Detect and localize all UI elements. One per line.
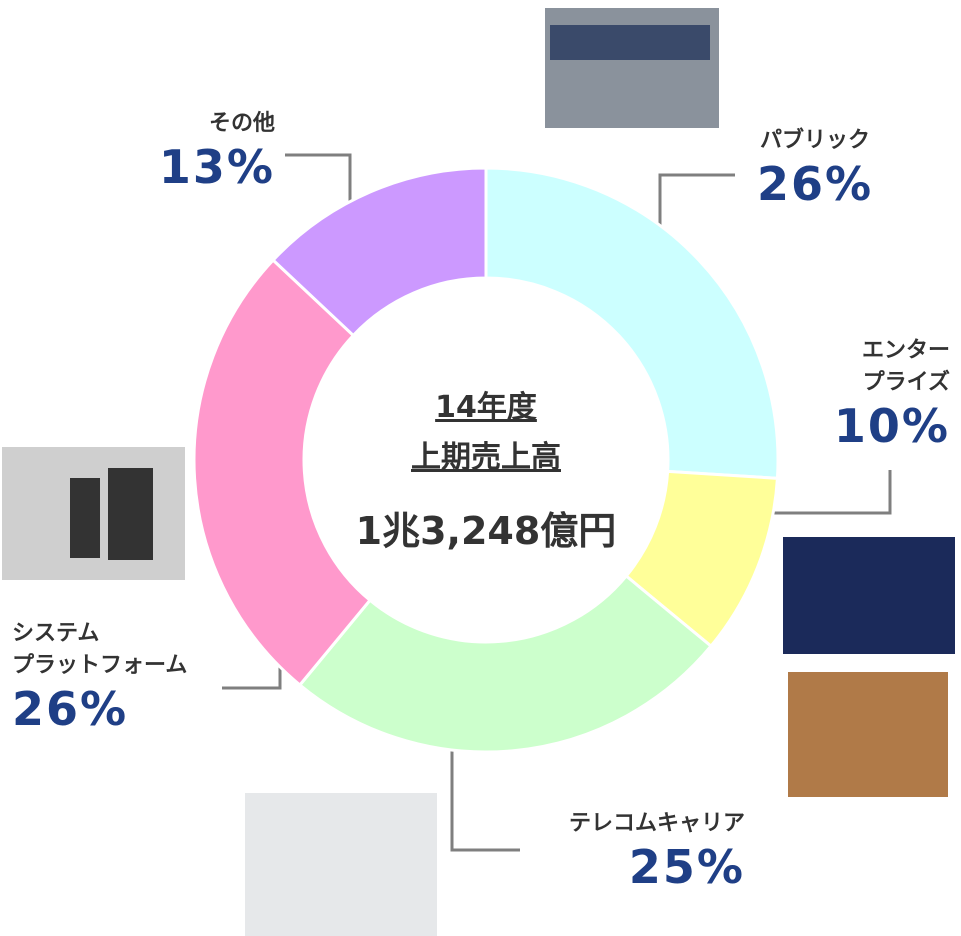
center-subtitle: 上期売上高 (411, 440, 561, 475)
donut-segment (484, 166, 780, 480)
center-value: 1兆3,248億円 (355, 509, 617, 553)
leader-line (450, 720, 520, 852)
category-label: パブリック (759, 128, 870, 153)
donut-segment (192, 257, 373, 688)
value-label: 25% (628, 840, 745, 894)
category-label: テレコムキャリア (568, 811, 745, 836)
segment-label: その他 13% (130, 108, 275, 194)
segment-label: システム プラットフォーム 26% (12, 618, 252, 736)
photo-detail (70, 478, 100, 558)
donut-segment (271, 166, 488, 338)
photo-detail (550, 25, 710, 60)
photo-warehouse (788, 672, 948, 797)
value-label: 13% (158, 140, 275, 194)
photos (2, 8, 955, 936)
category-label: その他 (208, 111, 275, 136)
value-label: 26% (756, 157, 874, 211)
value-label: 10% (833, 399, 950, 453)
photo-meeting (245, 793, 437, 936)
donut (192, 166, 780, 754)
donut-segment (297, 573, 714, 754)
leader-line (718, 470, 892, 515)
value-label: 26% (12, 682, 129, 736)
category-label: システム プラットフォーム (12, 621, 188, 678)
segment-label: パブリック 26% (740, 125, 890, 211)
photo-detail (108, 468, 153, 560)
category-label: エンター プライズ (861, 338, 950, 395)
center-title: 14年度 (435, 390, 537, 425)
segment-label: テレコムキャリア 25% (520, 808, 745, 894)
photo-plant (783, 537, 955, 654)
segment-label: エンター プライズ 10% (790, 335, 950, 453)
